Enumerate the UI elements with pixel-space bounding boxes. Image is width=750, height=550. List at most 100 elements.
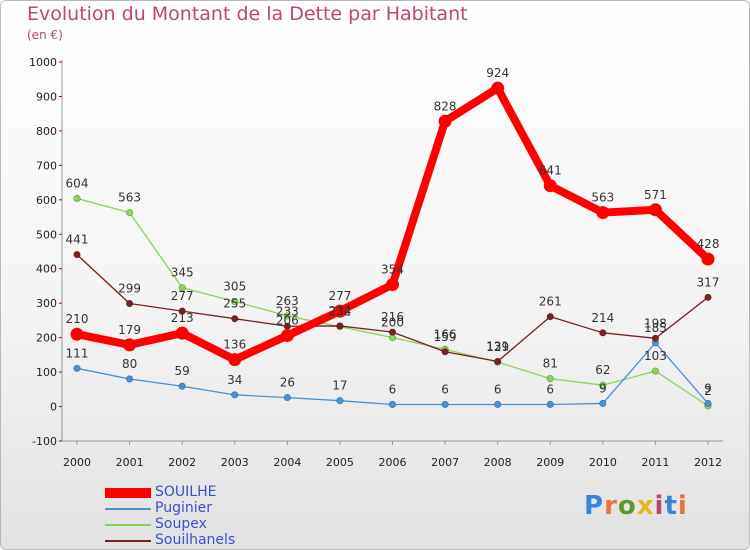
data-point-puginier xyxy=(494,400,502,409)
data-label-puginier: 111 xyxy=(66,346,89,360)
data-point-souilhe xyxy=(491,81,505,95)
data-label-souilhe: 210 xyxy=(66,312,89,326)
data-label-puginier: 26 xyxy=(280,376,295,390)
data-label-puginier: 6 xyxy=(441,382,449,396)
data-point-souilhe xyxy=(228,353,242,367)
data-label-soupex: 563 xyxy=(118,191,141,205)
chart-title: Evolution du Montant de la Dette par Hab… xyxy=(27,3,468,25)
logo-letter: x xyxy=(636,491,655,521)
data-label-soupex: 604 xyxy=(66,176,89,190)
data-label-souilhanels: 317 xyxy=(697,275,720,289)
data-label-souilhe: 277 xyxy=(328,289,351,303)
data-label-soupex: 263 xyxy=(276,294,299,308)
data-point-souilhanels xyxy=(125,299,134,308)
data-label-souilhanels: 131 xyxy=(486,339,509,353)
data-point-souilhanels xyxy=(546,313,554,321)
legend-swatch-soupex xyxy=(105,524,151,526)
data-point-soupex xyxy=(73,194,81,203)
data-label-puginier: 9 xyxy=(704,381,712,395)
data-point-souilhe xyxy=(438,114,452,128)
data-label-souilhanels: 233 xyxy=(276,304,299,318)
data-label-souilhanels: 216 xyxy=(381,310,404,324)
data-label-souilhe: 206 xyxy=(276,314,299,328)
data-label-soupex: 129 xyxy=(486,340,509,354)
data-label-soupex: 103 xyxy=(644,349,667,363)
x-tick-label: 2000 xyxy=(63,456,91,469)
y-tick-label: 200 xyxy=(36,332,57,345)
y-tick-label: 600 xyxy=(36,194,57,207)
y-tick-label: 900 xyxy=(36,90,57,103)
data-point-puginier xyxy=(441,400,449,409)
data-point-souilhe xyxy=(333,304,347,318)
legend-label: Soupex xyxy=(155,516,207,532)
data-label-souilhe: 563 xyxy=(591,191,614,205)
data-label-puginier: 9 xyxy=(599,381,607,395)
y-tick-label: 100 xyxy=(36,366,57,379)
data-point-souilhe xyxy=(280,329,294,343)
data-point-puginier xyxy=(704,399,712,408)
data-point-souilhanels xyxy=(704,293,712,301)
logo-letter: P xyxy=(584,491,605,521)
data-point-puginier xyxy=(125,375,134,383)
data-label-souilhanels: 198 xyxy=(644,316,667,330)
x-tick-label: 2001 xyxy=(116,456,144,469)
x-tick-label: 2010 xyxy=(589,456,617,469)
y-tick-label: 500 xyxy=(36,228,57,241)
data-label-souilhanels: 234 xyxy=(328,304,351,318)
data-point-souilhanels xyxy=(388,328,397,336)
chart-unit: (en €) xyxy=(27,28,63,42)
data-point-puginier xyxy=(178,382,186,390)
logo-letter: r xyxy=(604,491,618,521)
logo-letter: i xyxy=(677,491,688,521)
data-point-souilhe xyxy=(123,338,137,352)
data-point-puginier xyxy=(231,391,239,399)
data-point-soupex xyxy=(599,381,607,389)
data-point-soupex xyxy=(178,284,186,292)
data-point-puginier xyxy=(283,393,291,402)
data-label-souilhanels: 299 xyxy=(118,282,141,296)
data-label-soupex: 345 xyxy=(171,266,194,280)
x-tick-label: 2005 xyxy=(326,456,354,469)
proxiti-logo: Proxiti xyxy=(584,491,688,521)
legend-swatch-souilhe xyxy=(105,488,151,498)
data-label-souilhe: 641 xyxy=(539,164,562,178)
y-tick-label: 700 xyxy=(36,159,57,172)
legend-label: SOUILHE xyxy=(155,484,217,500)
y-tick-label: 400 xyxy=(36,263,57,276)
data-label-puginier: 80 xyxy=(122,357,137,371)
data-label-puginier: 6 xyxy=(546,382,554,396)
data-label-souilhe: 354 xyxy=(381,263,404,277)
data-point-puginier xyxy=(73,364,81,372)
data-label-puginier: 185 xyxy=(644,321,667,335)
legend-label: Souilhanels xyxy=(155,532,236,548)
data-label-souilhanels: 261 xyxy=(539,295,562,309)
y-tick-label: 1000 xyxy=(29,56,57,69)
data-label-souilhe: 136 xyxy=(223,338,246,352)
data-label-souilhanels: 441 xyxy=(66,233,89,247)
data-point-puginier xyxy=(546,400,554,409)
data-label-puginier: 59 xyxy=(175,364,190,378)
data-label-souilhe: 179 xyxy=(118,323,141,337)
data-point-souilhanels xyxy=(231,315,239,323)
legend-swatch-souilhanels xyxy=(105,540,151,542)
x-tick-label: 2002 xyxy=(168,456,196,469)
x-tick-label: 2011 xyxy=(641,456,669,469)
data-point-souilhe xyxy=(70,327,84,341)
data-point-souilhe xyxy=(386,278,399,292)
data-label-soupex: 2 xyxy=(704,384,712,398)
data-point-puginier xyxy=(388,400,397,409)
data-point-puginier xyxy=(336,397,344,405)
data-point-puginier xyxy=(599,399,607,408)
x-tick-label: 2006 xyxy=(379,456,407,469)
data-point-souilhanels xyxy=(441,348,449,356)
data-point-souilhe xyxy=(175,326,189,340)
data-point-souilhanels xyxy=(651,334,660,342)
data-label-puginier: 6 xyxy=(389,382,397,396)
data-point-souilhe xyxy=(596,206,610,220)
data-label-souilhanels: 159 xyxy=(434,330,457,344)
data-point-souilhanels xyxy=(336,322,344,330)
x-tick-label: 2008 xyxy=(484,456,512,469)
data-point-soupex xyxy=(231,297,239,306)
